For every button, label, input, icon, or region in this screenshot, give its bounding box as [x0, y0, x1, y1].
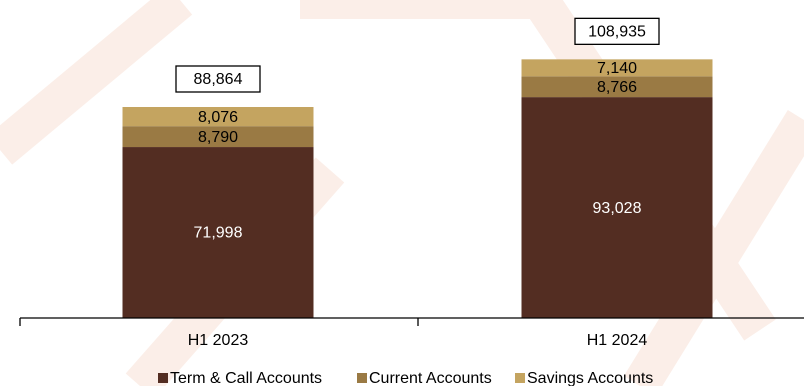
x-tick-label: H1 2023 [188, 332, 249, 349]
bar-segment-3-1 [122, 107, 314, 127]
segment-value-label: 71,998 [194, 225, 243, 242]
legend-label: Savings Accounts [527, 370, 653, 386]
segment-value-label: 8,790 [198, 129, 238, 146]
segment-value-label: 8,076 [198, 109, 238, 126]
segment-value-label: 7,140 [597, 60, 637, 77]
total-value-label: 88,864 [194, 71, 243, 88]
bar-segment-1-1 [122, 147, 314, 318]
x-tick-label: H1 2024 [587, 332, 648, 349]
legend-swatch [515, 373, 525, 383]
total-value-label: 108,935 [588, 24, 646, 41]
legend-label: Term & Call Accounts [170, 370, 322, 386]
legend-swatch [357, 373, 367, 383]
legend-label: Current Accounts [369, 370, 492, 386]
bars: 71,998 8,790 8,076 88,864 93,028 8,766 7,140 10… [122, 17, 713, 318]
bar-segment-1-2 [521, 97, 713, 318]
total-box [574, 17, 660, 45]
bar-segment-2-2 [521, 76, 713, 98]
segment-value-label: 8,766 [597, 79, 637, 96]
bar-segment-3-2 [521, 59, 713, 77]
x-axis: H1 2023 H1 2024 [19, 317, 804, 349]
legend: Term & Call Accounts Current Accounts Savi… [158, 370, 653, 386]
legend-swatch [158, 373, 168, 383]
total-box [175, 65, 261, 93]
bar-segment-2-1 [122, 126, 314, 148]
segment-value-label: 93,028 [593, 200, 642, 217]
